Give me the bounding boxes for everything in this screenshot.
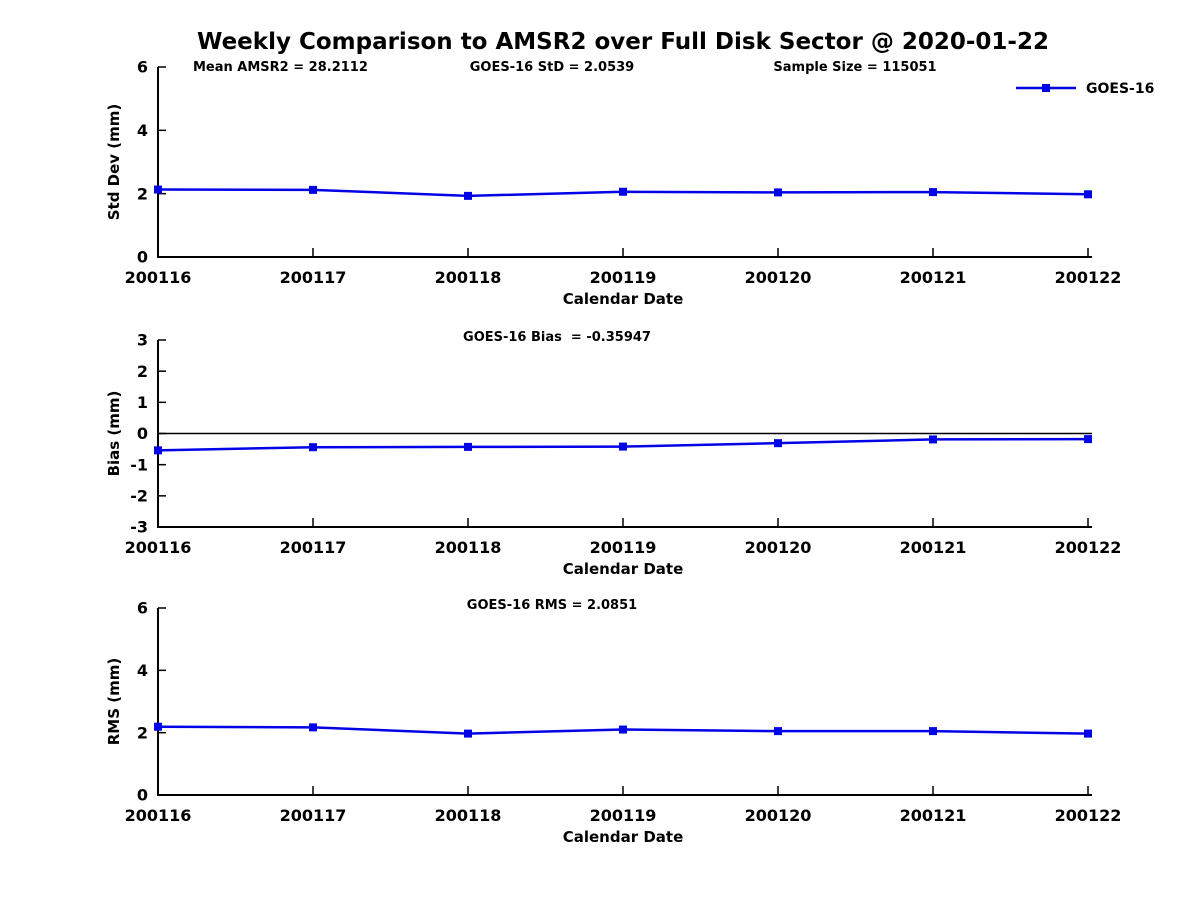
y-tick-label: 0 <box>137 786 148 805</box>
data-point-marker <box>154 446 162 455</box>
y-tick-label: 4 <box>137 661 148 680</box>
data-point-marker <box>154 185 162 194</box>
x-tick-label: 200119 <box>590 538 657 557</box>
x-tick-label: 200117 <box>280 538 347 557</box>
data-point-marker <box>1084 190 1092 199</box>
data-point-marker <box>619 187 627 196</box>
x-tick-label: 200117 <box>280 806 347 825</box>
x-tick-label: 200121 <box>900 268 967 287</box>
annotation-text: GOES-16 StD = 2.0539 <box>470 60 634 75</box>
y-tick-label: 6 <box>137 58 148 77</box>
data-point-marker <box>1084 729 1092 738</box>
y-tick-label: -1 <box>130 455 148 474</box>
data-point-marker <box>1084 435 1092 444</box>
annotation-text: Mean AMSR2 = 28.2112 <box>193 60 368 75</box>
x-tick-label: 200120 <box>745 806 812 825</box>
x-tick-label: 200120 <box>745 538 812 557</box>
y-tick-label: 2 <box>137 184 148 203</box>
y-tick-label: 0 <box>137 248 148 267</box>
data-point-marker <box>774 188 782 197</box>
data-point-marker <box>309 723 317 732</box>
y-tick-label: 0 <box>137 424 148 443</box>
y-tick-label: 3 <box>137 331 148 350</box>
data-point-marker <box>929 435 937 444</box>
annotation-text: Sample Size = 115051 <box>773 60 936 75</box>
annotation-text: GOES-16 Bias = -0.35947 <box>463 330 651 345</box>
x-tick-label: 200122 <box>1055 806 1122 825</box>
page-title: Weekly Comparison to AMSR2 over Full Dis… <box>197 29 1049 55</box>
chart-std-dev: 0 2 4 6 200116 200117 200118 200119 200120 200121… <box>105 58 1154 308</box>
y-axis-title: Bias (mm) <box>105 391 123 477</box>
y-tick-label: 2 <box>137 723 148 742</box>
data-point-marker <box>464 729 472 738</box>
data-point-marker <box>464 191 472 200</box>
x-tick-label: 200118 <box>435 806 502 825</box>
data-point-marker <box>309 443 317 452</box>
x-tick-label: 200116 <box>125 538 192 557</box>
x-tick-label: 200116 <box>125 806 192 825</box>
x-axis-title: Calendar Date <box>563 290 684 308</box>
x-tick-label: 200122 <box>1055 538 1122 557</box>
x-tick-label: 200122 <box>1055 268 1122 287</box>
x-tick-label: 200119 <box>590 806 657 825</box>
y-tick-label: 1 <box>137 393 148 412</box>
x-tick-label: 200116 <box>125 268 192 287</box>
x-tick-label: 200117 <box>280 268 347 287</box>
chart-rms: 0 2 4 6 200116 200117 200118 200119 200120 200121… <box>105 598 1122 846</box>
legend-label: GOES-16 <box>1086 81 1154 97</box>
y-tick-label: 4 <box>137 121 148 140</box>
x-tick-label: 200121 <box>900 538 967 557</box>
data-point-marker <box>619 725 627 734</box>
data-point-marker <box>774 727 782 736</box>
x-tick-label: 200118 <box>435 538 502 557</box>
data-point-marker <box>154 722 162 731</box>
x-axis-title: Calendar Date <box>563 560 684 578</box>
data-point-marker <box>929 188 937 197</box>
data-point-marker <box>929 727 937 736</box>
y-tick-label: -3 <box>130 518 148 537</box>
data-point-marker <box>774 439 782 448</box>
x-axis-title: Calendar Date <box>563 828 684 846</box>
legend-marker <box>1042 84 1050 92</box>
y-tick-label: -2 <box>130 486 148 505</box>
x-tick-label: 200121 <box>900 806 967 825</box>
x-tick-label: 200120 <box>745 268 812 287</box>
y-tick-label: 6 <box>137 599 148 618</box>
y-axis-title: Std Dev (mm) <box>105 104 123 221</box>
data-point-marker <box>464 442 472 451</box>
data-point-marker <box>619 442 627 451</box>
annotation-text: GOES-16 RMS = 2.0851 <box>467 598 637 613</box>
y-tick-label: 2 <box>137 362 148 381</box>
y-axis-title: RMS (mm) <box>105 658 123 745</box>
data-point-marker <box>309 185 317 194</box>
x-tick-label: 200118 <box>435 268 502 287</box>
x-tick-label: 200119 <box>590 268 657 287</box>
